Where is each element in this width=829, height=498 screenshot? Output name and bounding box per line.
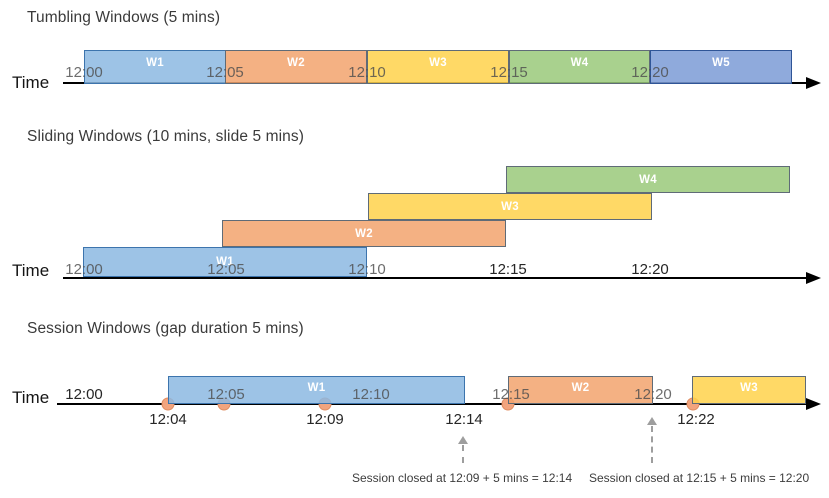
tumbling-window-w3: W3	[367, 50, 509, 84]
sliding-window-w2: W2	[222, 220, 506, 247]
tick-label: 12:05	[207, 386, 245, 403]
timeline	[57, 403, 808, 405]
window-label: W4	[639, 173, 657, 186]
time-axis-label: Time	[12, 261, 50, 280]
window-label: W2	[287, 56, 305, 69]
event-time-label: 12:22	[677, 411, 715, 428]
sliding-section-title: Sliding Windows (10 mins, slide 5 mins)	[27, 128, 304, 145]
time-axis-label: Time	[12, 388, 50, 407]
event-time-label: 12:14	[445, 411, 483, 428]
window-label: W3	[429, 56, 447, 69]
window-label: W3	[740, 381, 758, 394]
tick-label: 12:00	[65, 261, 103, 278]
window-label: W2	[571, 381, 590, 394]
tick-label: 12:10	[348, 64, 386, 81]
tick-label: 12:15	[492, 386, 530, 403]
tumbling-window-w5: W5	[650, 50, 792, 84]
window-label: W1	[216, 256, 234, 268]
arrow-right-icon	[806, 398, 821, 410]
dashed-arrow-up-icon	[458, 436, 468, 444]
window-label: W1	[307, 381, 326, 394]
dashed-arrow-up-icon	[647, 417, 657, 425]
sliding-window-w3: W3	[368, 193, 652, 220]
session-window-w1: W1	[168, 376, 465, 404]
time-axis-label: Time	[12, 73, 50, 92]
tick-label: 12:20	[634, 386, 672, 403]
tick-label: 12:10	[352, 386, 390, 403]
dashed-arrow-line	[462, 445, 464, 463]
event-time-label: 12:04	[149, 411, 187, 428]
window-label: W5	[712, 56, 730, 69]
sliding-window-w4: W4	[506, 166, 790, 193]
tick-label: 12:15	[490, 64, 528, 81]
window-label: W2	[355, 227, 373, 240]
session-window-w2: W2	[508, 376, 653, 404]
window-label: W4	[570, 56, 589, 69]
tumbling-window-w4: W4	[509, 50, 650, 84]
tick-label: 12:20	[631, 64, 669, 81]
tick-label: 12:15	[489, 261, 527, 278]
window-label: W1	[146, 56, 164, 69]
timeline	[63, 277, 808, 279]
tumbling-window-w1: W1	[84, 50, 226, 84]
dashed-arrow-line	[651, 426, 653, 463]
event-time-label: 12:09	[306, 411, 344, 428]
tick-label: 12:10	[348, 261, 386, 278]
tick-label: 12:05	[207, 261, 245, 278]
arrow-right-icon	[806, 77, 821, 89]
tick-label: 12:20	[631, 261, 669, 278]
tumbling-window-w2: W2	[225, 50, 367, 84]
tick-label: 12:05	[206, 64, 244, 81]
tick-label: 12:00	[65, 386, 103, 403]
session-closed-annotation: Session closed at 12:15 + 5 mins = 12:20	[589, 471, 810, 485]
session-window-w3: W3	[692, 376, 806, 404]
session-closed-annotation: Session closed at 12:09 + 5 mins = 12:14	[352, 471, 573, 485]
session-section-title: Session Windows (gap duration 5 mins)	[27, 320, 304, 337]
tumbling-section-title: Tumbling Windows (5 mins)	[27, 9, 221, 26]
tick-label: 12:00	[65, 64, 103, 81]
window-label: W3	[501, 200, 519, 213]
sliding-window-w1: W1	[83, 247, 367, 277]
arrow-right-icon	[806, 272, 821, 284]
